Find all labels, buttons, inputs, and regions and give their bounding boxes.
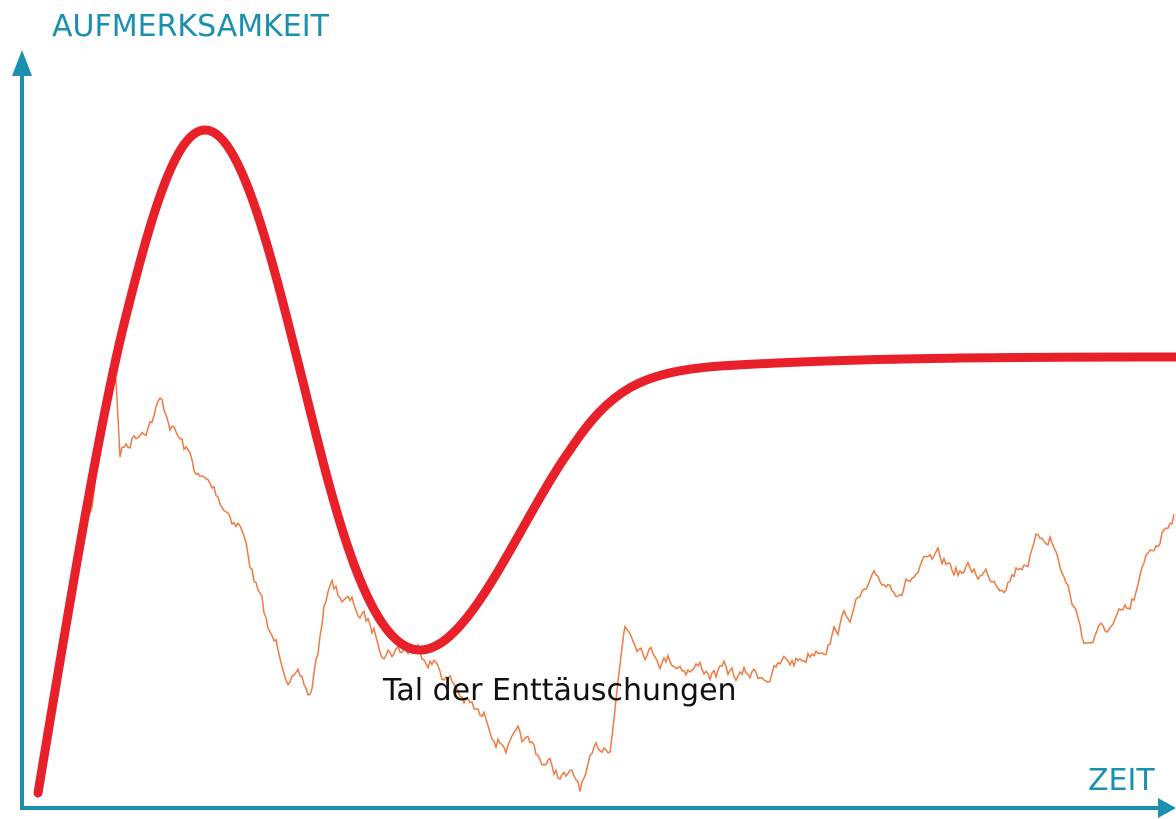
hype-curve xyxy=(33,125,1176,798)
annotation: Tal der Enttäuschungen xyxy=(382,673,737,708)
y-axis-label: AUFMERKSAMKEIT xyxy=(52,9,330,44)
y-axis-arrow xyxy=(12,50,32,76)
reality-line xyxy=(89,365,1175,792)
x-axis-arrow xyxy=(1158,798,1176,818)
x-axis-label: ZEIT xyxy=(1088,763,1155,798)
